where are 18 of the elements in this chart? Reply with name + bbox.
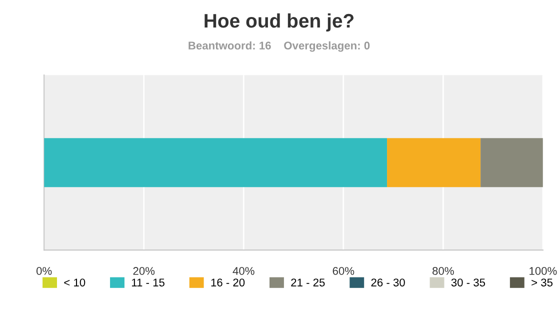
- chart-subtitle: Beantwoord: 16 Overgeslagen: 0: [188, 41, 370, 52]
- x-tick-label: 20%: [133, 267, 155, 275]
- chart-title: Hoe oud ben je?: [204, 13, 354, 32]
- x-tick-label: 0%: [36, 267, 52, 275]
- bar: [480, 138, 543, 188]
- legend-label: 21 - 25: [291, 278, 325, 286]
- legend-label: 16 - 20: [211, 278, 245, 286]
- x-tick-label: 80%: [432, 267, 454, 275]
- x-tick-label: 100%: [530, 267, 557, 275]
- bar: [387, 138, 481, 188]
- x-tick-label: 60%: [332, 267, 354, 275]
- bar: [44, 138, 388, 188]
- legend-label: 11 - 15: [132, 278, 164, 286]
- legend-label: 30 - 35: [451, 278, 486, 286]
- legend-label: < 10: [64, 278, 86, 286]
- legend-label: 26 - 30: [371, 278, 405, 286]
- x-tick-label: 40%: [232, 267, 254, 275]
- legend-label: > 35: [532, 278, 553, 286]
